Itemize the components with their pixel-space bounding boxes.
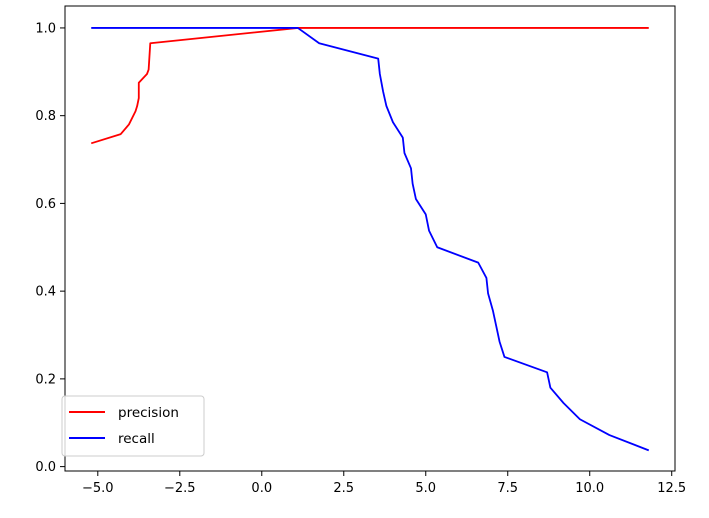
axes-border (64, 5, 676, 472)
y-tick-label: 0.4 (35, 285, 56, 300)
x-tick-label: 2.5 (333, 481, 354, 496)
y-tick-label: 0.2 (35, 372, 56, 387)
x-tick-label: 0.0 (251, 481, 272, 496)
x-tick-label: −2.5 (164, 481, 196, 496)
legend-label-recall: recall (118, 431, 155, 447)
legend: precision recall (61, 395, 205, 457)
x-tick-label: 7.5 (497, 481, 518, 496)
axes-frame (64, 5, 676, 472)
y-tick-label: 0.8 (35, 109, 56, 124)
y-tick-label: 0.6 (35, 197, 56, 212)
y-tick-label: 1.0 (35, 21, 56, 36)
y-tick-label: 0.0 (35, 460, 56, 475)
x-tick-label: 10.0 (575, 481, 604, 496)
plot-background (65, 6, 675, 471)
series-line-precision (90, 27, 649, 145)
series-layer (90, 27, 650, 452)
x-tick-label: −5.0 (82, 481, 114, 496)
x-axis: −5.0 −2.5 0.0 2.5 5.0 7.5 10.0 12.5 (82, 471, 686, 496)
x-tick-label: 12.5 (657, 481, 686, 496)
series-line-recall (91, 27, 650, 452)
x-tick-label: 5.0 (415, 481, 436, 496)
y-axis: 0.0 0.2 0.4 0.6 0.8 1.0 (35, 21, 65, 475)
legend-label-precision: precision (118, 405, 179, 421)
